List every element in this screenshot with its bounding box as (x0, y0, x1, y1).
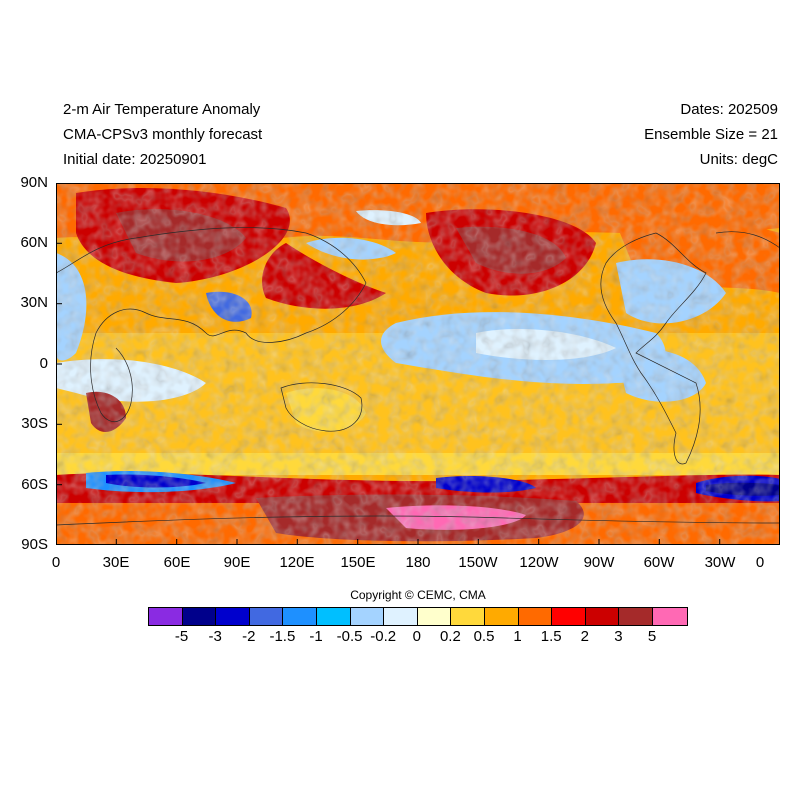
colorbar-label: -5 (174, 628, 189, 645)
lon-label: 0 (51, 554, 61, 571)
map-ticks (56, 242, 721, 545)
lon-label: 0 (755, 554, 765, 571)
colorbar-swatch (149, 608, 183, 625)
lat-label: 0 (39, 355, 48, 372)
colorbar-swatch (216, 608, 250, 625)
colorbar-label: -3 (208, 628, 222, 645)
lon-label: 150E (340, 554, 376, 571)
lat-label: 90N (20, 174, 48, 191)
lon-label: 30E (102, 554, 130, 571)
colorbar-swatch (182, 608, 217, 625)
anomaly-map (56, 183, 780, 545)
lon-label: 90E (223, 554, 251, 571)
lon-label: 90W (583, 554, 615, 571)
colorbar-swatch (316, 608, 351, 625)
copyright-notice: Copyright © CEMC, CMA (350, 588, 486, 602)
colorbar-swatch (619, 608, 653, 625)
initial-date: Initial date: 20250901 (63, 151, 207, 168)
colorbar-label: 5 (647, 628, 657, 645)
lon-label: 150W (458, 554, 498, 571)
map-subtitle: CMA-CPSv3 monthly forecast (63, 126, 263, 143)
lat-label: 30N (20, 294, 48, 311)
colorbar-label: -1.5 (269, 628, 296, 645)
lon-label: 30W (704, 554, 736, 571)
colorbar-swatch (249, 608, 284, 625)
lon-label: 120E (279, 554, 315, 571)
colorbar-swatch (484, 608, 519, 625)
lat-label: 90S (21, 536, 48, 553)
colorbar-label: 0.5 (473, 628, 495, 645)
colorbar-swatch (350, 608, 385, 625)
colorbar-label: -0.2 (370, 628, 397, 645)
lat-label: 60S (21, 476, 48, 493)
lat-label: 30S (21, 415, 48, 432)
colorbar-label: 2 (580, 628, 589, 645)
colorbar (148, 607, 688, 626)
texture-overlay (56, 183, 780, 545)
colorbar-swatch (384, 608, 418, 625)
colorbar-swatch (652, 608, 687, 625)
forecast-dates: Dates: 202509 (680, 101, 778, 118)
ensemble-size: Ensemble Size = 21 (644, 126, 778, 143)
colorbar-swatch (552, 608, 586, 625)
colorbar-swatch (283, 608, 317, 625)
colorbar-label: 3 (614, 628, 623, 645)
colorbar-label: 0 (412, 628, 421, 645)
colorbar-label: 0.2 (439, 628, 461, 645)
colorbar-swatch (518, 608, 553, 625)
lon-label: 180 (405, 554, 431, 571)
units-label: Units: degC (699, 151, 778, 168)
map-canvas (56, 183, 780, 545)
header-left: 2-m Air Temperature Anomaly CMA-CPSv3 mo… (63, 100, 262, 175)
map-title: 2-m Air Temperature Anomaly (63, 101, 261, 118)
colorbar-label: -0.5 (336, 628, 363, 645)
lon-label: 60W (643, 554, 675, 571)
lon-label: 120W (519, 554, 559, 571)
colorbar-label: 1 (513, 628, 522, 645)
colorbar-label: 1.5 (540, 628, 562, 645)
colorbar-label: -2 (242, 628, 256, 645)
colorbar-swatch (451, 608, 485, 625)
colorbar-label: -1 (309, 628, 323, 645)
colorbar-swatch (585, 608, 620, 625)
colorbar-swatch (417, 608, 452, 625)
lon-label: 60E (163, 554, 191, 571)
header-right: Dates: 202509 Ensemble Size = 21 Units: … (644, 100, 778, 175)
lat-label: 60N (20, 234, 48, 251)
coastlines (56, 227, 780, 526)
